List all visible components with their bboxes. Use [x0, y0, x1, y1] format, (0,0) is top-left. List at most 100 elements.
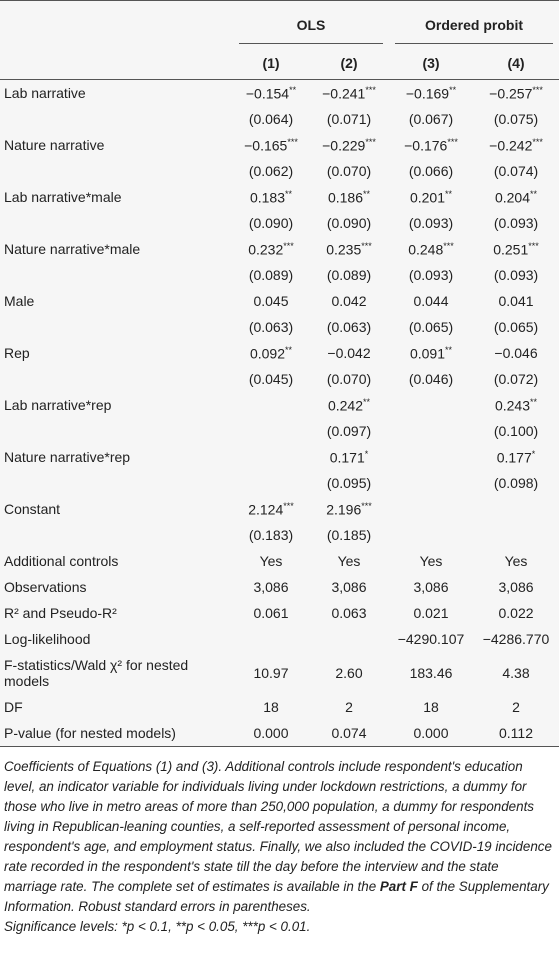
stars: ***: [443, 240, 454, 251]
se-cell: (0.097): [326, 423, 372, 439]
stat-cell: 0.021: [413, 605, 449, 621]
se-cell: (0.075): [493, 111, 539, 127]
coef-value: 0.235: [326, 241, 362, 258]
note-text: Coefficients of Equations (1) and (3). A…: [4, 759, 552, 894]
stars: **: [289, 84, 297, 95]
table-notes: Coefficients of Equations (1) and (3). A…: [0, 747, 559, 937]
se-cell: [473, 522, 559, 548]
stars: ***: [283, 500, 294, 511]
column-header-row: (1) (2) (3) (4): [0, 47, 559, 80]
stars: ***: [447, 136, 458, 147]
stat-cell: 0.074: [331, 725, 367, 741]
row-label: R² and Pseudo-R²: [4, 605, 117, 621]
note-text: of the Supplementary Information. Robust…: [4, 879, 549, 914]
se-cell: [233, 470, 309, 496]
row-label: Observations: [4, 579, 87, 595]
stat-cell: 2: [345, 699, 353, 715]
coef-cell: [389, 392, 473, 418]
blank: [0, 418, 233, 444]
se-cell: (0.070): [326, 163, 372, 179]
coef-value: 0.204: [494, 189, 531, 206]
coef-value: 2.124: [248, 501, 284, 518]
se-row: (0.090) (0.090) (0.093) (0.093): [0, 210, 559, 236]
coef-value: −0.176: [404, 137, 448, 154]
stat-cell: 18: [423, 699, 439, 715]
stat-cell: Yes: [259, 553, 283, 569]
row-label: F-statistics/Wald χ² for nested models: [4, 657, 189, 689]
coef-value: 0.045: [253, 293, 289, 309]
coef-value: −0.257: [489, 85, 533, 102]
stat-row: DF 18 2 18 2: [0, 694, 559, 720]
stat-cell: Yes: [504, 553, 528, 569]
row-label: Additional controls: [4, 553, 119, 569]
coef-row: Lab narrative*male 0.183** 0.186** 0.201** 0…: [0, 184, 559, 210]
coef-value: 0.042: [331, 293, 367, 309]
blank: [0, 210, 233, 236]
coef-cell: −0.229***: [309, 132, 389, 158]
row-label: Male: [4, 293, 35, 309]
se-cell: (0.070): [326, 371, 372, 387]
coef-cell: 0.042: [309, 288, 389, 314]
group-header: OLS: [233, 1, 389, 48]
coef-value: 0.092: [249, 345, 286, 362]
group-header: Ordered probit: [389, 1, 559, 48]
se-cell: (0.185): [326, 527, 372, 543]
se-cell: [233, 418, 309, 444]
se-cell: (0.093): [408, 267, 454, 283]
coef-value: −0.154: [245, 85, 290, 102]
coef-value: 0.186: [327, 189, 364, 206]
coef-cell: [233, 444, 309, 470]
coef-row: Nature narrative*male 0.232*** 0.235*** 0.2…: [0, 236, 559, 262]
coef-row: Constant 2.124*** 2.196***: [0, 496, 559, 522]
stat-row: R² and Pseudo-R² 0.061 0.063 0.021 0.022: [0, 600, 559, 626]
coef-value: −0.165: [244, 137, 288, 154]
se-row: (0.089) (0.089) (0.093) (0.093): [0, 262, 559, 288]
coef-row: Nature narrative −0.165*** −0.229*** −0.176…: [0, 132, 559, 158]
row-label: Nature narrative: [4, 137, 105, 153]
stat-cell: 183.46: [409, 665, 453, 681]
coef-value: 0.041: [498, 293, 534, 309]
coef-cell: [389, 444, 473, 470]
coef-value: 0.232: [248, 241, 284, 258]
column-header: (2): [309, 47, 389, 80]
column-header: (4): [473, 47, 559, 80]
se-cell: (0.065): [408, 319, 454, 335]
coef-value: 0.251: [493, 241, 529, 258]
se-cell: [389, 470, 473, 496]
column-header: (3): [389, 47, 473, 80]
coef-cell: −0.241***: [309, 80, 389, 107]
coef-value: 0.183: [249, 189, 286, 206]
se-row: (0.064) (0.071) (0.067) (0.075): [0, 106, 559, 132]
coef-cell: 0.242**: [309, 392, 389, 418]
stat-cell: 3,086: [253, 579, 289, 595]
stars: **: [285, 344, 293, 355]
se-cell: (0.062): [248, 163, 294, 179]
coef-cell: 0.201**: [389, 184, 473, 210]
coef-cell: −0.042: [309, 340, 389, 366]
se-cell: (0.071): [326, 111, 372, 127]
coef-value: 0.243: [494, 397, 531, 414]
coef-value: −0.241: [322, 85, 366, 102]
coef-cell: 0.251***: [473, 236, 559, 262]
se-cell: (0.072): [493, 371, 539, 387]
blank: [0, 106, 233, 132]
coef-cell: 0.171*: [309, 444, 389, 470]
stars: *: [531, 448, 536, 459]
coef-cell: [389, 496, 473, 522]
se-cell: (0.064): [248, 111, 294, 127]
group-label: Ordered probit: [395, 5, 554, 44]
stars: ***: [365, 136, 376, 147]
stars: **: [363, 396, 371, 407]
coef-cell: 0.041: [473, 288, 559, 314]
stat-cell: 18: [263, 699, 279, 715]
se-cell: (0.046): [408, 371, 454, 387]
blank: [0, 262, 233, 288]
stat-cell: [309, 626, 389, 652]
stat-row: P-value (for nested models) 0.000 0.074 0.0…: [0, 720, 559, 747]
se-row: (0.045) (0.070) (0.046) (0.072): [0, 366, 559, 392]
se-cell: [389, 418, 473, 444]
coef-row: Male 0.045 0.042 0.044 0.041: [0, 288, 559, 314]
column-header: (1): [233, 47, 309, 80]
se-cell: (0.095): [326, 475, 372, 491]
